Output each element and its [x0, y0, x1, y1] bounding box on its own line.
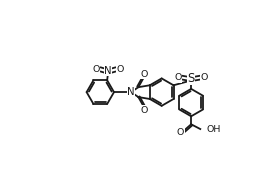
Text: O: O: [93, 65, 100, 74]
Text: N: N: [127, 87, 135, 97]
Text: S: S: [187, 72, 195, 85]
Text: N: N: [104, 66, 112, 76]
Text: O: O: [174, 73, 182, 82]
Text: OH: OH: [206, 125, 221, 134]
Text: O: O: [201, 73, 208, 82]
Text: O: O: [116, 65, 124, 74]
Text: O: O: [177, 128, 184, 137]
Text: O: O: [141, 70, 148, 79]
Text: O: O: [141, 106, 148, 115]
